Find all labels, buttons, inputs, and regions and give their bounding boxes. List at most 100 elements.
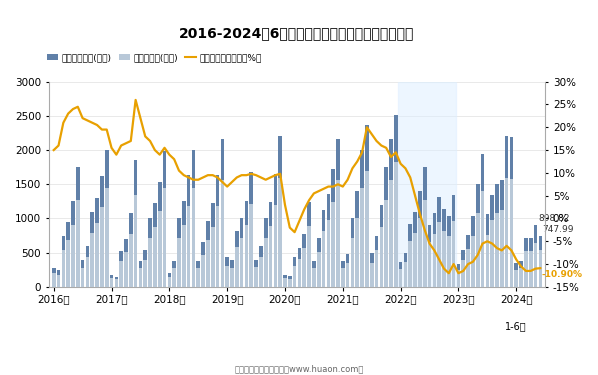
- Bar: [346, 254, 349, 287]
- Bar: [385, 200, 388, 287]
- Bar: [442, 231, 446, 287]
- Bar: [500, 180, 504, 287]
- Bar: [452, 195, 456, 287]
- Bar: [495, 184, 499, 287]
- Bar: [447, 216, 451, 287]
- Bar: [76, 200, 80, 287]
- Bar: [355, 218, 359, 287]
- Bar: [206, 240, 210, 287]
- Bar: [514, 270, 518, 287]
- Bar: [196, 268, 200, 287]
- Bar: [327, 219, 330, 287]
- Bar: [404, 253, 407, 287]
- Bar: [177, 219, 181, 287]
- Bar: [71, 225, 75, 287]
- Title: 2016-2024年6月江西省房地产投资额及住宅投资额: 2016-2024年6月江西省房地产投资额及住宅投资额: [179, 26, 414, 40]
- Bar: [452, 221, 456, 287]
- Bar: [486, 214, 489, 287]
- Bar: [490, 195, 494, 287]
- Bar: [500, 210, 504, 287]
- Bar: [264, 238, 267, 287]
- Bar: [398, 82, 456, 287]
- Bar: [240, 238, 243, 287]
- Bar: [350, 238, 354, 287]
- Bar: [307, 202, 311, 287]
- Bar: [144, 250, 147, 287]
- Bar: [269, 202, 272, 287]
- Bar: [66, 240, 70, 287]
- Bar: [109, 278, 114, 287]
- Bar: [235, 246, 239, 287]
- Bar: [216, 175, 219, 287]
- Bar: [81, 268, 84, 287]
- Bar: [81, 260, 84, 287]
- Bar: [529, 238, 532, 287]
- Bar: [202, 242, 205, 287]
- Text: 制图：华经产业研究院（www.huaon.com）: 制图：华经产业研究院（www.huaon.com）: [234, 364, 364, 373]
- Bar: [177, 238, 181, 287]
- Bar: [404, 262, 407, 287]
- Bar: [187, 206, 190, 287]
- Bar: [495, 213, 499, 287]
- Bar: [462, 260, 465, 287]
- Bar: [490, 220, 494, 287]
- Bar: [394, 162, 398, 287]
- Bar: [202, 255, 205, 287]
- Bar: [350, 219, 354, 287]
- Bar: [533, 225, 538, 287]
- Bar: [172, 261, 176, 287]
- Bar: [76, 167, 80, 287]
- Bar: [278, 136, 282, 287]
- Bar: [336, 139, 340, 287]
- Bar: [163, 151, 166, 287]
- Bar: [124, 239, 128, 287]
- Bar: [303, 234, 306, 287]
- Text: 898.82: 898.82: [538, 214, 569, 223]
- Bar: [144, 260, 147, 287]
- Bar: [120, 251, 123, 287]
- Bar: [211, 227, 215, 287]
- Bar: [385, 166, 388, 287]
- Bar: [413, 211, 417, 287]
- Bar: [360, 188, 364, 287]
- Bar: [230, 268, 234, 287]
- Bar: [66, 222, 70, 287]
- Bar: [139, 261, 142, 287]
- Bar: [380, 227, 383, 287]
- Bar: [428, 242, 431, 287]
- Bar: [380, 205, 383, 287]
- Bar: [476, 184, 480, 287]
- Legend: 房地产投资额(亿元), 住宅投资额(亿元), 房地产投资额增速（%）: 房地产投资额(亿元), 住宅投资额(亿元), 房地产投资额增速（%）: [44, 49, 266, 66]
- Bar: [172, 268, 176, 287]
- Bar: [105, 150, 108, 287]
- Bar: [254, 260, 258, 287]
- Bar: [336, 180, 340, 287]
- Bar: [471, 236, 475, 287]
- Bar: [259, 257, 263, 287]
- Bar: [182, 201, 185, 287]
- Bar: [139, 268, 142, 287]
- Bar: [249, 172, 253, 287]
- Bar: [211, 203, 215, 287]
- Bar: [466, 249, 470, 287]
- Bar: [514, 263, 518, 287]
- Bar: [298, 248, 301, 287]
- Bar: [52, 273, 56, 287]
- Bar: [317, 252, 321, 287]
- Bar: [375, 250, 379, 287]
- Bar: [240, 219, 243, 287]
- Bar: [346, 263, 349, 287]
- Bar: [52, 268, 56, 287]
- Bar: [312, 261, 316, 287]
- Text: 747.99: 747.99: [542, 225, 573, 234]
- Bar: [182, 225, 185, 287]
- Bar: [505, 178, 508, 287]
- Bar: [471, 216, 475, 287]
- Bar: [341, 268, 344, 287]
- Bar: [312, 268, 316, 287]
- Bar: [355, 191, 359, 287]
- Bar: [288, 279, 292, 287]
- Bar: [86, 246, 89, 287]
- Bar: [221, 180, 224, 287]
- Bar: [225, 266, 229, 287]
